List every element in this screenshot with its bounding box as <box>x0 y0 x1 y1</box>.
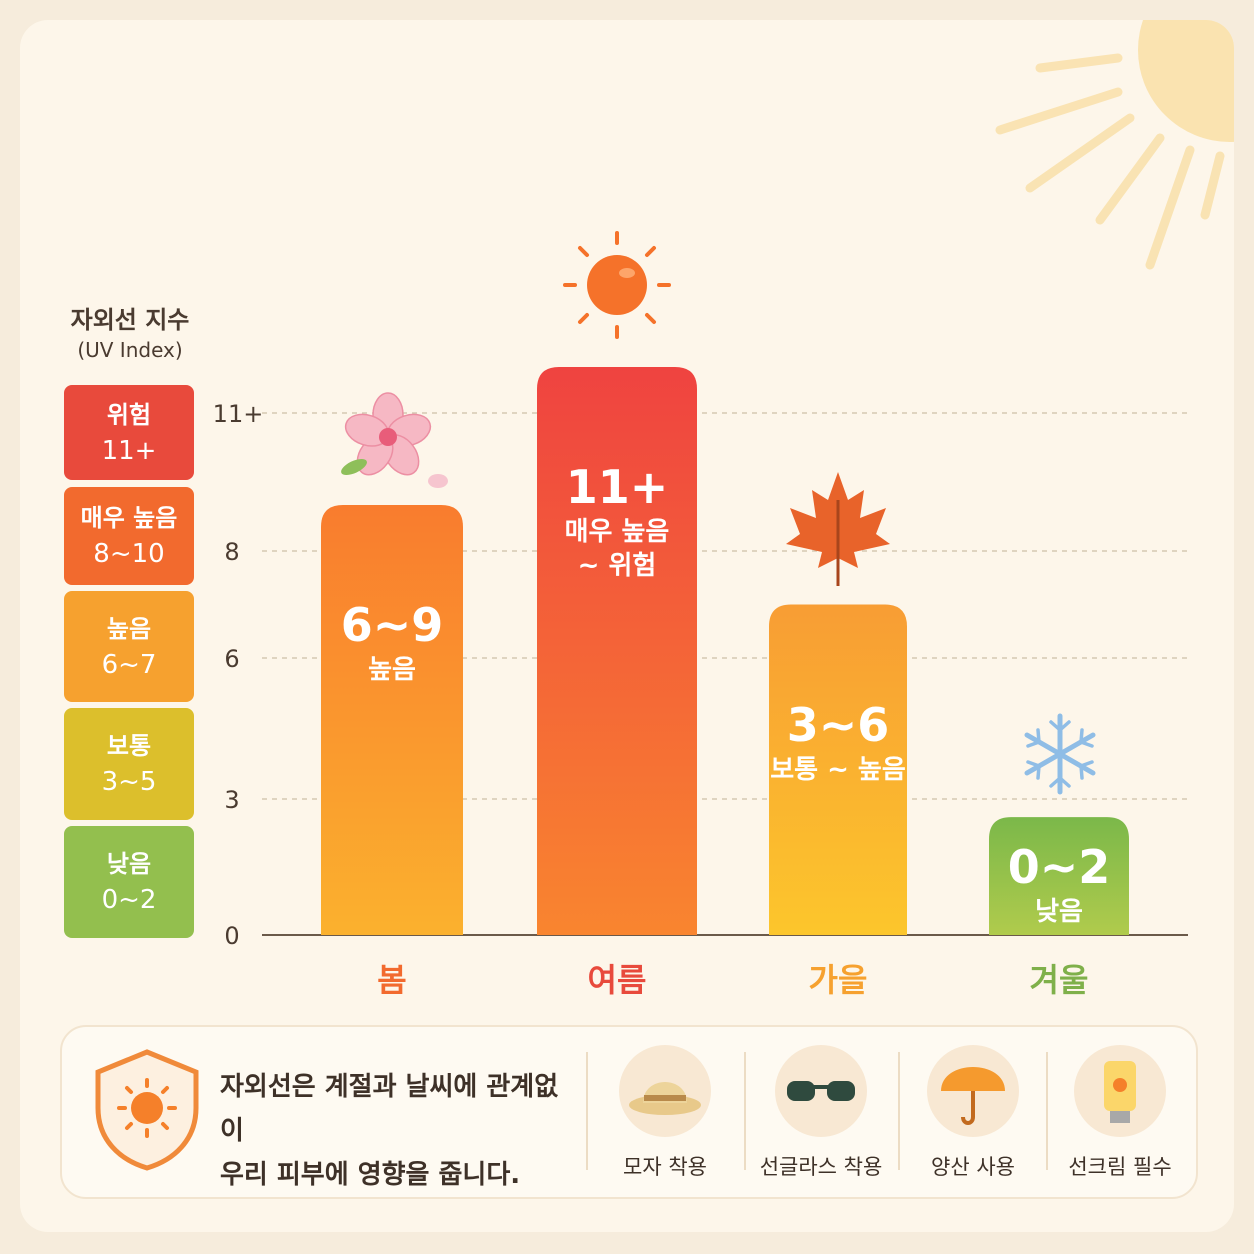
legend-subtitle: (UV Index) <box>77 338 183 362</box>
bar-summer <box>537 367 697 935</box>
season-label-autumn: 가을 <box>808 961 868 999</box>
legend-title: 자외선 지수 <box>70 306 190 334</box>
bar-label-summer: 11+ 매우 높음 ~ 위험 <box>537 459 697 583</box>
umbrella-icon <box>941 1067 1005 1125</box>
tip-item-label: 양산 사용 <box>931 1155 1015 1179</box>
cherry-blossom-icon <box>341 392 448 488</box>
y-tick-label: 0 <box>224 922 239 950</box>
sunscreen-icon <box>1104 1061 1136 1123</box>
tip-line: 우리 피부에 영향을 줍니다. <box>220 1160 521 1190</box>
y-tick-label: 11+ <box>213 400 264 428</box>
divider <box>586 1052 588 1170</box>
uv-bar-chart: 0 3 6 8 11+ <box>213 231 1188 950</box>
tip-item-label: 모자 착용 <box>623 1155 707 1179</box>
divider <box>1046 1052 1048 1170</box>
legend-level-name: 낮음 <box>106 850 152 878</box>
bar-label-winter: 0~2 낮음 <box>979 839 1139 929</box>
tip-item-sunglasses: 선글라스 착용 <box>746 1045 896 1181</box>
bar-label-autumn: 3~6 보통 ~ 높음 <box>758 697 918 787</box>
bar-value-label: 6~9 <box>340 598 444 652</box>
bar-winter <box>989 817 1129 935</box>
bar-label-spring: 6~9 높음 <box>312 597 472 687</box>
tip-message: 자외선은 계절과 날씨에 관계없이 우리 피부에 영향을 줍니다. <box>220 1065 580 1197</box>
season-label-spring: 봄 <box>377 961 407 999</box>
sun-icon <box>563 231 671 339</box>
y-tick-label: 6 <box>224 645 239 673</box>
divider <box>744 1052 746 1170</box>
legend-level-moderate: 보통 3~5 <box>64 708 194 820</box>
y-tick-label: 8 <box>224 538 239 566</box>
legend-level-high: 높음 6~7 <box>64 591 194 702</box>
tip-item-label: 선글라스 착용 <box>759 1155 883 1179</box>
hat-icon <box>629 1082 701 1115</box>
legend-level-name: 매우 높음 <box>80 504 178 532</box>
tip-item-label: 선크림 필수 <box>1068 1155 1172 1179</box>
legend-level-name: 보통 <box>106 732 152 760</box>
shield-icon <box>95 1049 199 1171</box>
bar-autumn <box>769 604 907 935</box>
divider <box>898 1052 900 1170</box>
tip-line: 자외선은 계절과 날씨에 관계없이 <box>220 1072 559 1146</box>
legend-level-very-high: 매우 높음 8~10 <box>64 487 194 585</box>
legend-level-range: 8~10 <box>93 539 165 569</box>
bar-sublabel: 낮음 <box>1035 897 1083 928</box>
bar-sublabel: 매우 높음 ~ 위험 <box>564 517 670 581</box>
y-tick-label: 3 <box>224 786 239 814</box>
maple-leaf-icon <box>786 472 890 586</box>
legend-level-low: 낮음 0~2 <box>64 826 194 938</box>
bar-value-label: 3~6 <box>786 697 890 752</box>
bar-value-label: 0~2 <box>1007 840 1111 895</box>
season-label-summer: 여름 <box>587 961 647 999</box>
legend-level-name: 높음 <box>106 614 152 643</box>
legend-level-range: 0~2 <box>101 885 157 915</box>
bar-value-label: 11+ <box>565 460 669 514</box>
sunglasses-icon <box>787 1081 855 1101</box>
bar-sublabel: 보통 ~ 높음 <box>770 754 906 785</box>
tip-item-hat: 모자 착용 <box>590 1045 740 1181</box>
legend-level-range: 11+ <box>101 435 157 466</box>
legend-level-range: 3~5 <box>101 767 157 797</box>
tip-item-umbrella: 양산 사용 <box>898 1045 1048 1181</box>
tip-item-sunscreen: 선크림 필수 <box>1045 1045 1195 1181</box>
legend-level-name: 위험 <box>106 400 152 429</box>
season-label-winter: 겨울 <box>1029 961 1089 999</box>
snowflake-icon <box>1024 713 1096 795</box>
legend-level-danger: 위험 11+ <box>64 385 194 480</box>
legend-level-range: 6~7 <box>101 649 157 680</box>
bar-spring <box>321 505 463 935</box>
bar-sublabel: 높음 <box>368 655 416 685</box>
